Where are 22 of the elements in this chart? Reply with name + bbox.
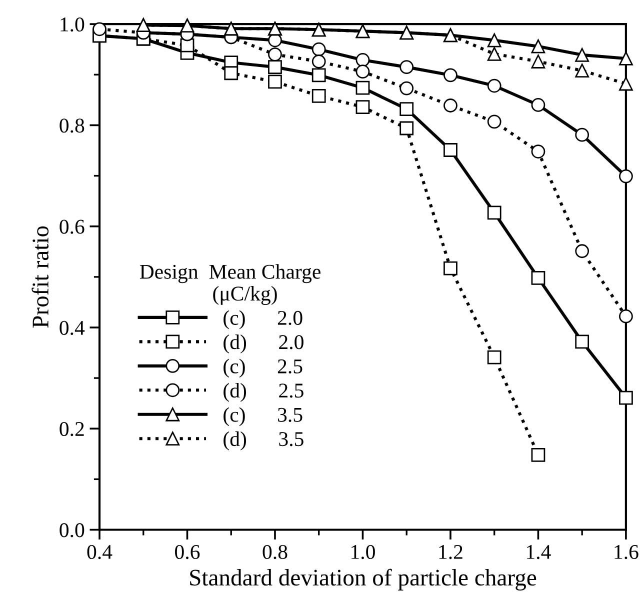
legend-label: (c) 2.0 <box>224 310 302 330</box>
y-tick-label: 1.0 <box>60 17 84 32</box>
x-tick-label: 1.0 <box>352 544 375 560</box>
x-tick-label: 0.6 <box>175 544 200 560</box>
y-tick-label: 0.8 <box>60 118 84 133</box>
x-tick-label: 0.4 <box>87 544 112 560</box>
y-tick-label: 0.6 <box>60 220 84 234</box>
legend-title: Design Mean Charge (μC/kg) <box>140 264 320 305</box>
x-tick-label: 1.4 <box>527 545 551 560</box>
y-axis-title: Profit ratio <box>32 226 49 328</box>
y-tick-label: 0.4 <box>60 320 85 336</box>
y-tick-label: 0.2 <box>60 422 84 436</box>
legend-label: (c) 2.5 <box>224 358 302 378</box>
legend-label: (c) 3.5 <box>224 407 302 426</box>
x-tick-label: 1.6 <box>614 545 638 560</box>
legend-label: (d) 3.5 <box>224 431 304 450</box>
x-axis-title: Standard deviation of particle charge <box>190 568 536 591</box>
x-tick-label: 1.2 <box>439 545 462 560</box>
legend-label: (d) 2.0 <box>224 334 304 354</box>
x-tick-label: 0.8 <box>262 544 288 560</box>
y-tick-label: 0.0 <box>60 523 84 538</box>
legend-label: (d) 2.5 <box>224 382 304 402</box>
